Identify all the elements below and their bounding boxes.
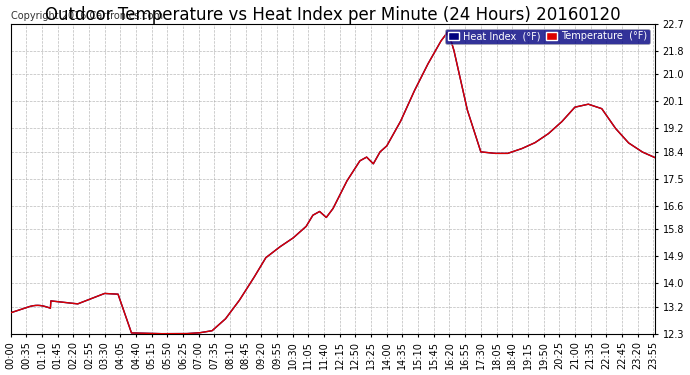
Text: Copyright 2016 Cartronics.com: Copyright 2016 Cartronics.com — [10, 10, 163, 21]
Legend: Heat Index  (°F), Temperature  (°F): Heat Index (°F), Temperature (°F) — [445, 28, 650, 44]
Title: Outdoor Temperature vs Heat Index per Minute (24 Hours) 20160120: Outdoor Temperature vs Heat Index per Mi… — [45, 6, 620, 24]
